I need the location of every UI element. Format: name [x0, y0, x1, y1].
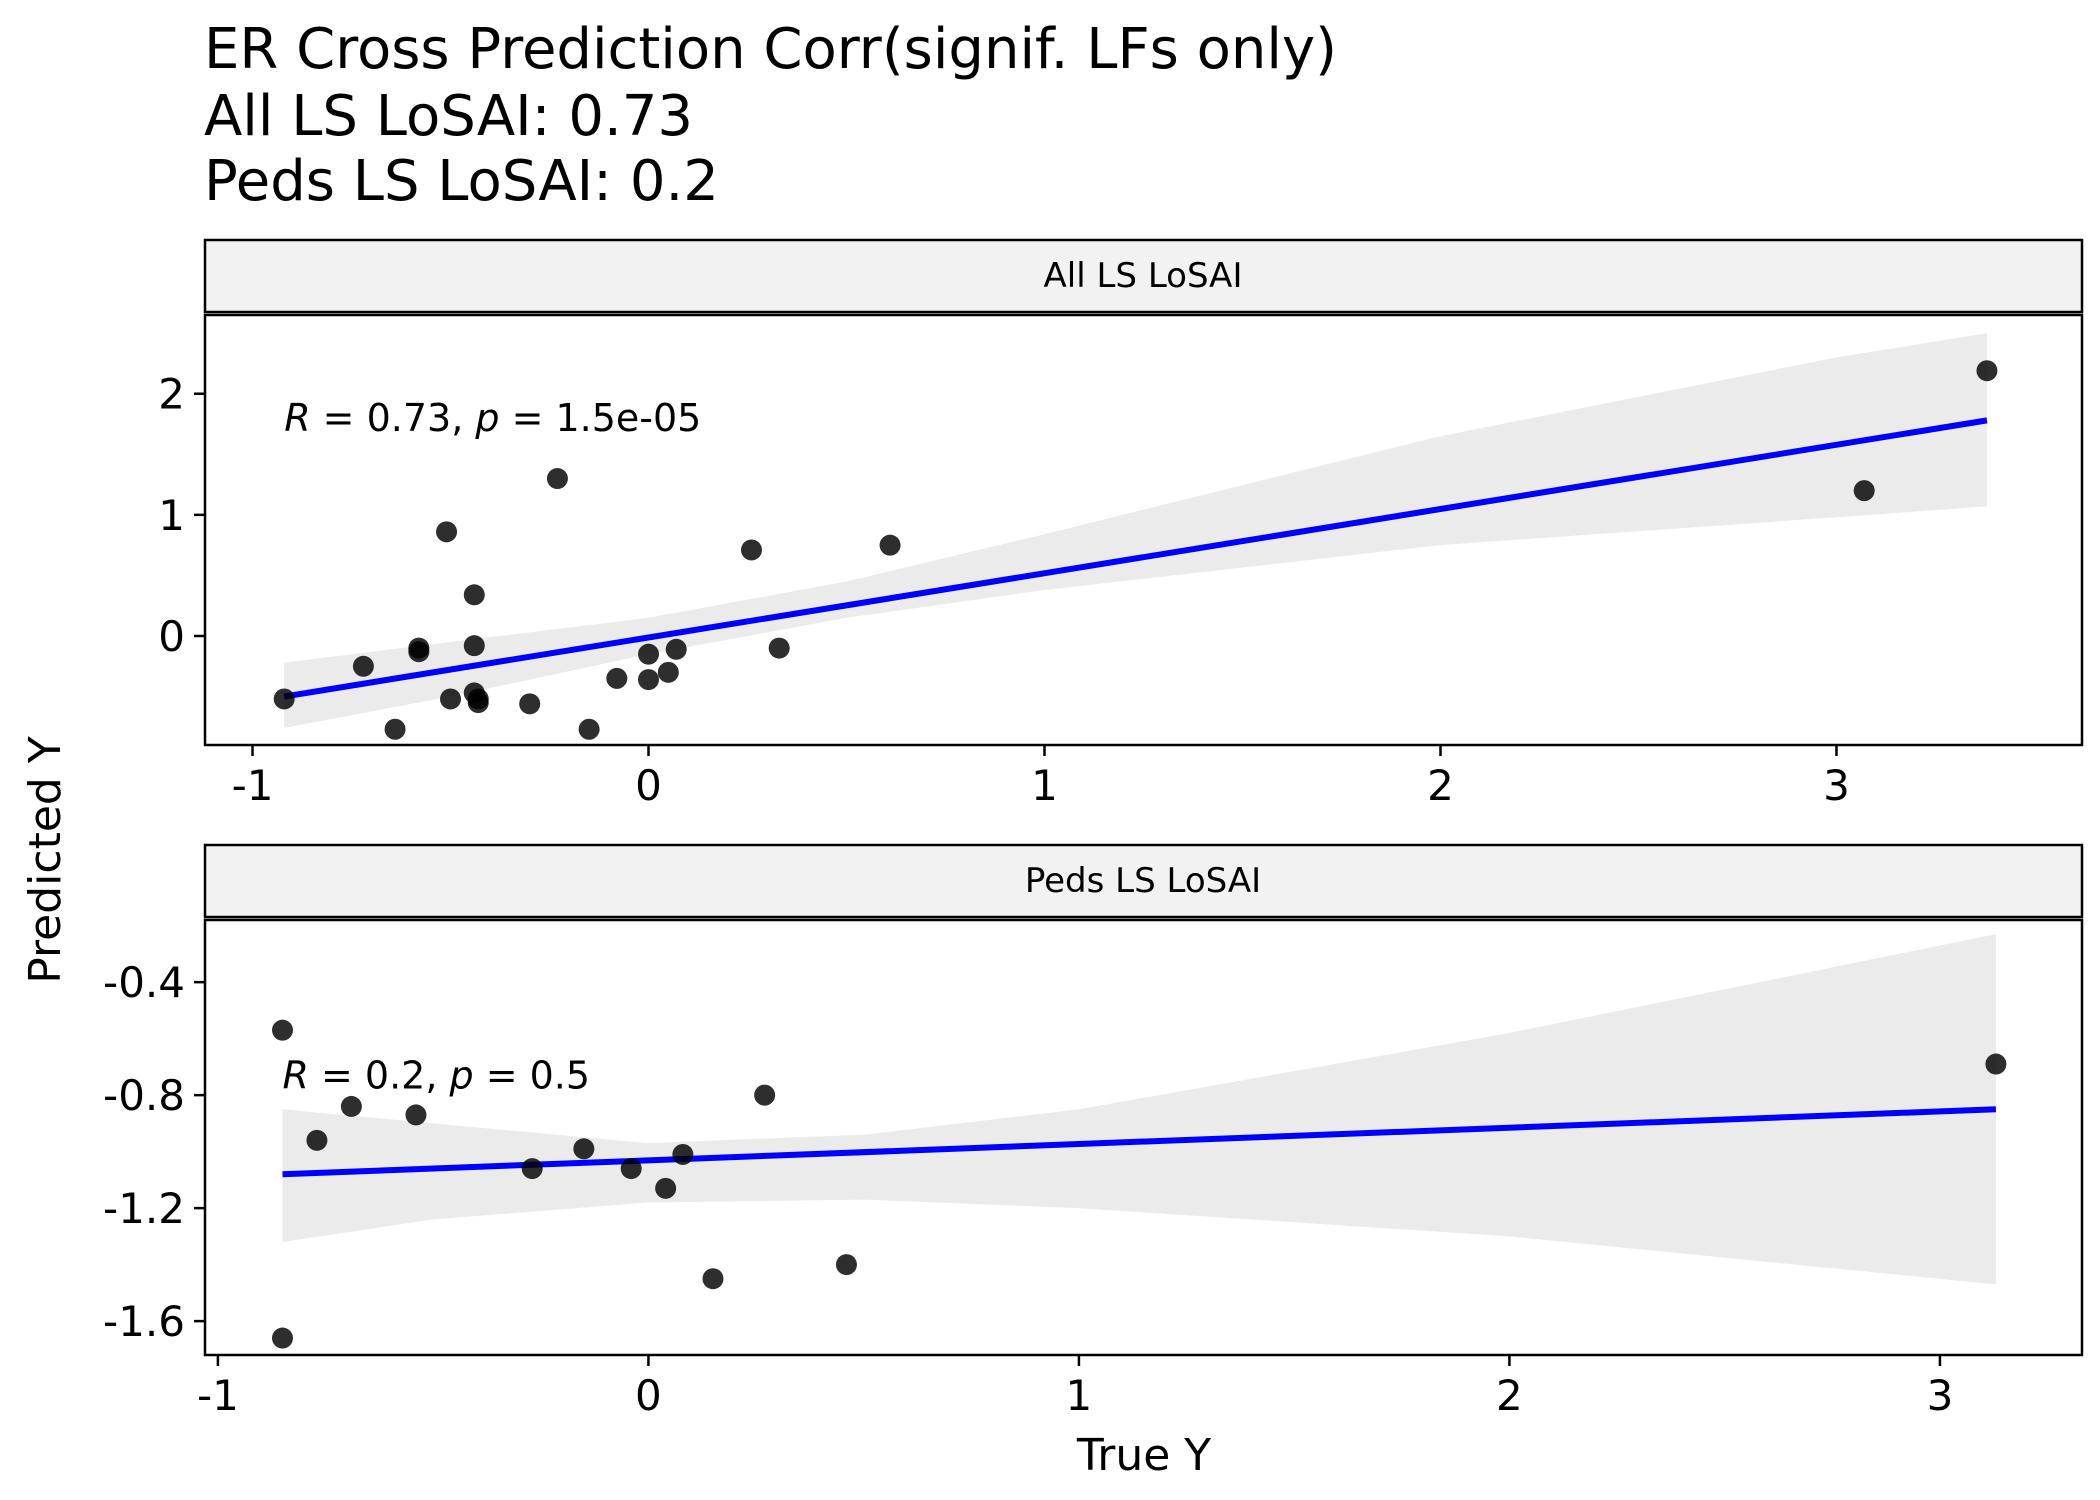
data-point — [606, 667, 628, 689]
data-point — [405, 1104, 427, 1126]
annotation-r-symbol: R — [282, 1053, 308, 1097]
annotation-p-symbol: p — [474, 396, 499, 440]
x-tick-label: 2 — [1427, 761, 1454, 810]
axes: -1 0 1 2 3 0 1 2 — [158, 370, 1850, 810]
y-tick-label: -0.4 — [103, 958, 185, 1007]
strip-background — [203, 843, 2084, 919]
title-line-2: All LS LoSAI: 0.73 — [204, 84, 693, 149]
data-point — [521, 1158, 543, 1180]
y-tick-label: 0 — [158, 612, 185, 661]
data-point — [665, 638, 687, 660]
annotation-p-value: = 1.5e-05 — [499, 396, 701, 440]
regression-line — [283, 417, 1988, 700]
panel-peds-ls-losai: Peds LS LoSAI R = 0.2, p = 0.5 -1 0 1 2 3 -0.… — [103, 843, 2084, 1420]
y-tick-label: 2 — [158, 370, 185, 419]
data-point — [740, 539, 762, 561]
x-tick-label: 0 — [635, 1371, 662, 1420]
title-line-3: Peds LS LoSAI: 0.2 — [204, 149, 719, 214]
x-tick-label: -1 — [197, 1371, 239, 1420]
data-point — [1853, 480, 1875, 502]
data-point — [519, 693, 541, 715]
annotation-p-symbol: p — [448, 1053, 473, 1097]
correlation-annotation: R = 0.2, p = 0.5 — [282, 1053, 590, 1097]
strip-label: All LS LoSAI — [1044, 256, 1243, 296]
data-point — [1985, 1053, 2007, 1075]
data-point — [467, 692, 489, 714]
data-point — [271, 1019, 293, 1041]
data-point — [573, 1138, 595, 1160]
data-point — [768, 637, 790, 659]
plot-border — [203, 918, 2084, 1357]
data-point — [271, 1327, 293, 1349]
data-point — [352, 655, 374, 677]
annotation-r-symbol: R — [284, 396, 310, 440]
confidence-band — [282, 934, 1996, 1285]
panel-layer: R = 0.2, p = 0.5 — [271, 934, 2007, 1349]
data-point — [463, 635, 485, 657]
y-tick-label: -1.2 — [103, 1184, 185, 1233]
regression-line — [282, 1106, 1997, 1178]
x-tick-label: 0 — [635, 761, 662, 810]
x-tick-label: 2 — [1496, 1371, 1523, 1420]
x-tick-label: 1 — [1066, 1371, 1093, 1420]
annotation-r-value: = 0.73, — [311, 396, 476, 440]
data-point — [835, 1254, 857, 1276]
data-point — [672, 1143, 694, 1165]
correlation-annotation: R = 0.73, p = 1.5e-05 — [284, 396, 701, 440]
y-tick-label: -1.6 — [103, 1297, 185, 1346]
data-point — [306, 1129, 328, 1151]
data-point — [340, 1095, 362, 1117]
strip-label: Peds LS LoSAI — [1025, 861, 1261, 901]
title-line-1: ER Cross Prediction Corr(signif. LFs onl… — [204, 17, 1337, 82]
chart-title: ER Cross Prediction Corr(signif. LFs onl… — [204, 17, 1337, 214]
data-point — [638, 643, 660, 665]
x-tick-label: 3 — [1823, 761, 1850, 810]
data-point — [754, 1084, 776, 1106]
y-tick-label: 1 — [158, 491, 185, 540]
data-point — [638, 669, 660, 691]
data-point — [273, 688, 295, 710]
x-tick-label: 3 — [1927, 1371, 1954, 1420]
annotation-r-value: = 0.2, — [309, 1053, 450, 1097]
panel-all-ls-losai: All LS LoSAI R = 0.73, p = 1.5e-05 -1 0 1 2… — [158, 238, 2084, 810]
panel-layer: R = 0.73, p = 1.5e-05 — [273, 333, 1998, 740]
data-point — [655, 1177, 677, 1199]
axes: -1 0 1 2 3 -0.4 -0.8 -1.2 -1.6 — [103, 958, 1953, 1420]
data-point — [408, 641, 430, 663]
data-point — [657, 661, 679, 683]
data-point — [620, 1158, 642, 1180]
x-axis-title: True Y — [1076, 1430, 1211, 1481]
data-point — [384, 718, 406, 740]
annotation-p-value: = 0.5 — [474, 1053, 590, 1097]
data-point — [702, 1268, 724, 1290]
x-tick-label: -1 — [232, 761, 274, 810]
y-axis-title: Predicted Y — [20, 736, 71, 984]
strip-background — [203, 238, 2084, 314]
data-point — [436, 521, 458, 543]
y-tick-label: -0.8 — [103, 1071, 185, 1120]
plot-border — [203, 313, 2084, 747]
data-point — [879, 534, 901, 556]
data-point — [578, 718, 600, 740]
data-point — [1976, 360, 1998, 382]
data-point — [463, 584, 485, 606]
x-tick-label: 1 — [1031, 761, 1058, 810]
data-point — [546, 468, 568, 490]
data-point — [440, 688, 462, 710]
